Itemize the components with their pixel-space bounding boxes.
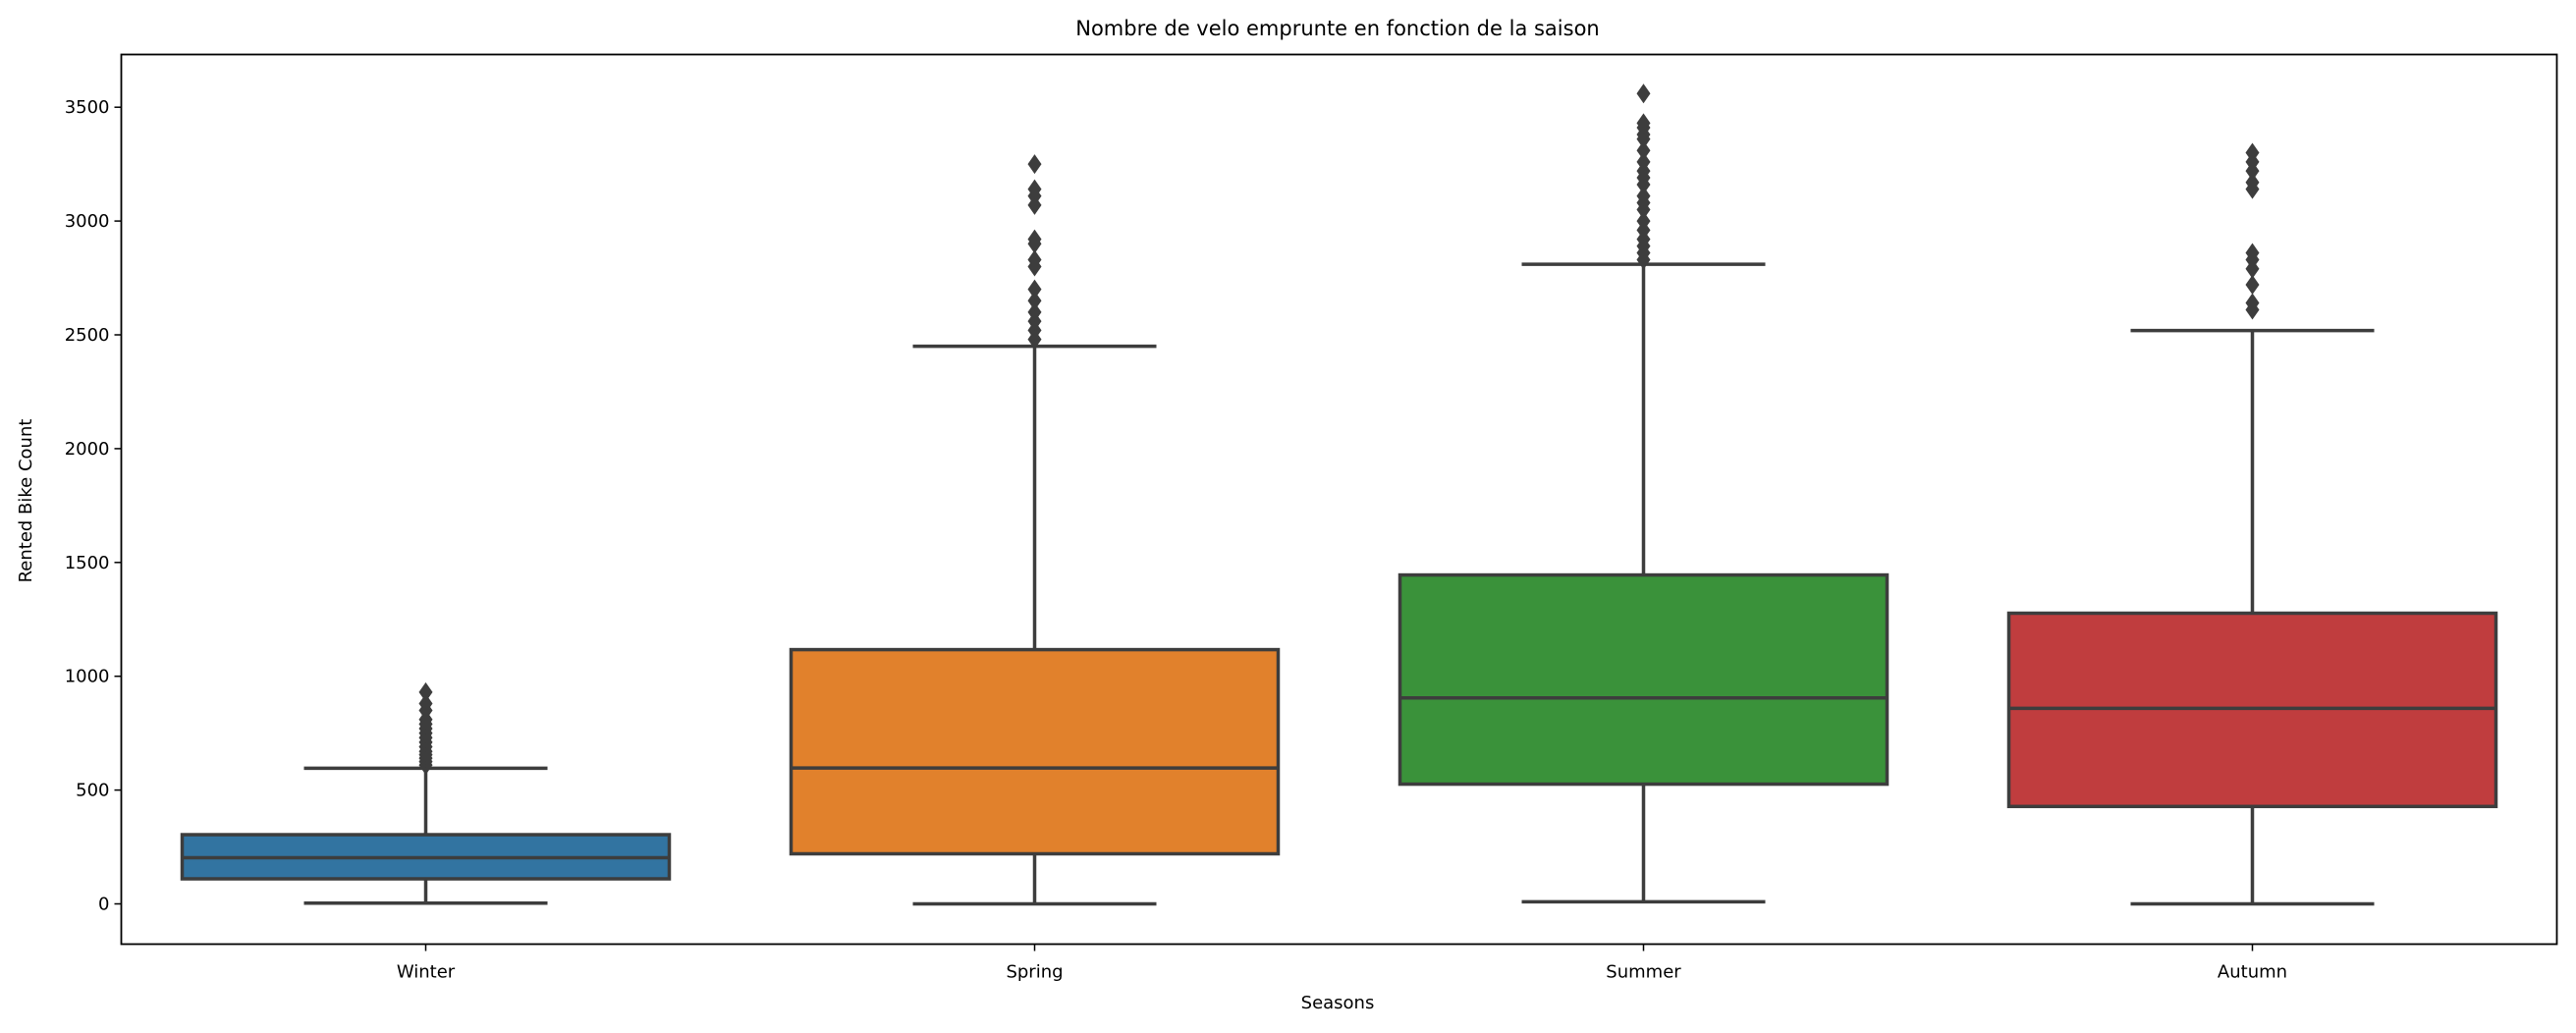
x-axis-label: Seasons <box>1301 993 1375 1013</box>
outlier-point <box>1027 179 1042 199</box>
outlier-point <box>1027 154 1042 175</box>
outlier-point <box>2245 172 2260 192</box>
box-spring <box>789 647 1281 856</box>
y-tick-label: 2500 <box>65 325 110 346</box>
plot-frame <box>120 53 2558 946</box>
y-tick-label: 2000 <box>65 439 110 460</box>
outlier-point <box>1636 186 1651 206</box>
y-tick-label: 500 <box>76 781 109 801</box>
outlier-point <box>1636 140 1651 161</box>
y-axis-label: Rented Bike Count <box>16 419 36 583</box>
plot-area: 0 500 1000 1500 2000 2500 3000 3500 Winter Spring… <box>65 83 2498 983</box>
outlier-point <box>1027 249 1042 270</box>
outlier-point <box>2245 293 2260 313</box>
y-tick-label: 3500 <box>65 97 110 118</box>
outlier-point <box>1027 229 1042 249</box>
outlier-point <box>1027 279 1042 299</box>
outlier-point <box>1636 151 1651 172</box>
y-tick-label: 1500 <box>65 553 110 573</box>
outlier-point <box>2245 243 2260 263</box>
y-tick-label: 3000 <box>65 211 110 232</box>
outlier-point <box>1027 291 1042 311</box>
outlier-point <box>1636 113 1651 134</box>
outlier-point <box>1636 83 1651 104</box>
outlier-point <box>2245 275 2260 296</box>
outlier-point <box>418 693 433 714</box>
y-tick-label: 1000 <box>65 667 110 687</box>
chart-title: Nombre de velo emprunte en fonction de l… <box>1075 17 1599 40</box>
x-tick-label: Summer <box>1606 962 1681 983</box>
outlier-point <box>418 681 433 702</box>
x-tick-label: Spring <box>1006 962 1063 983</box>
x-tick-label: Autumn <box>2218 962 2287 983</box>
x-tick-label: Winter <box>397 962 456 983</box>
outlier-point <box>1027 301 1042 322</box>
y-tick-label: 0 <box>98 895 109 915</box>
outlier-point <box>1636 211 1651 232</box>
box-summer <box>1398 572 1890 787</box>
outlier-point <box>2245 142 2260 163</box>
